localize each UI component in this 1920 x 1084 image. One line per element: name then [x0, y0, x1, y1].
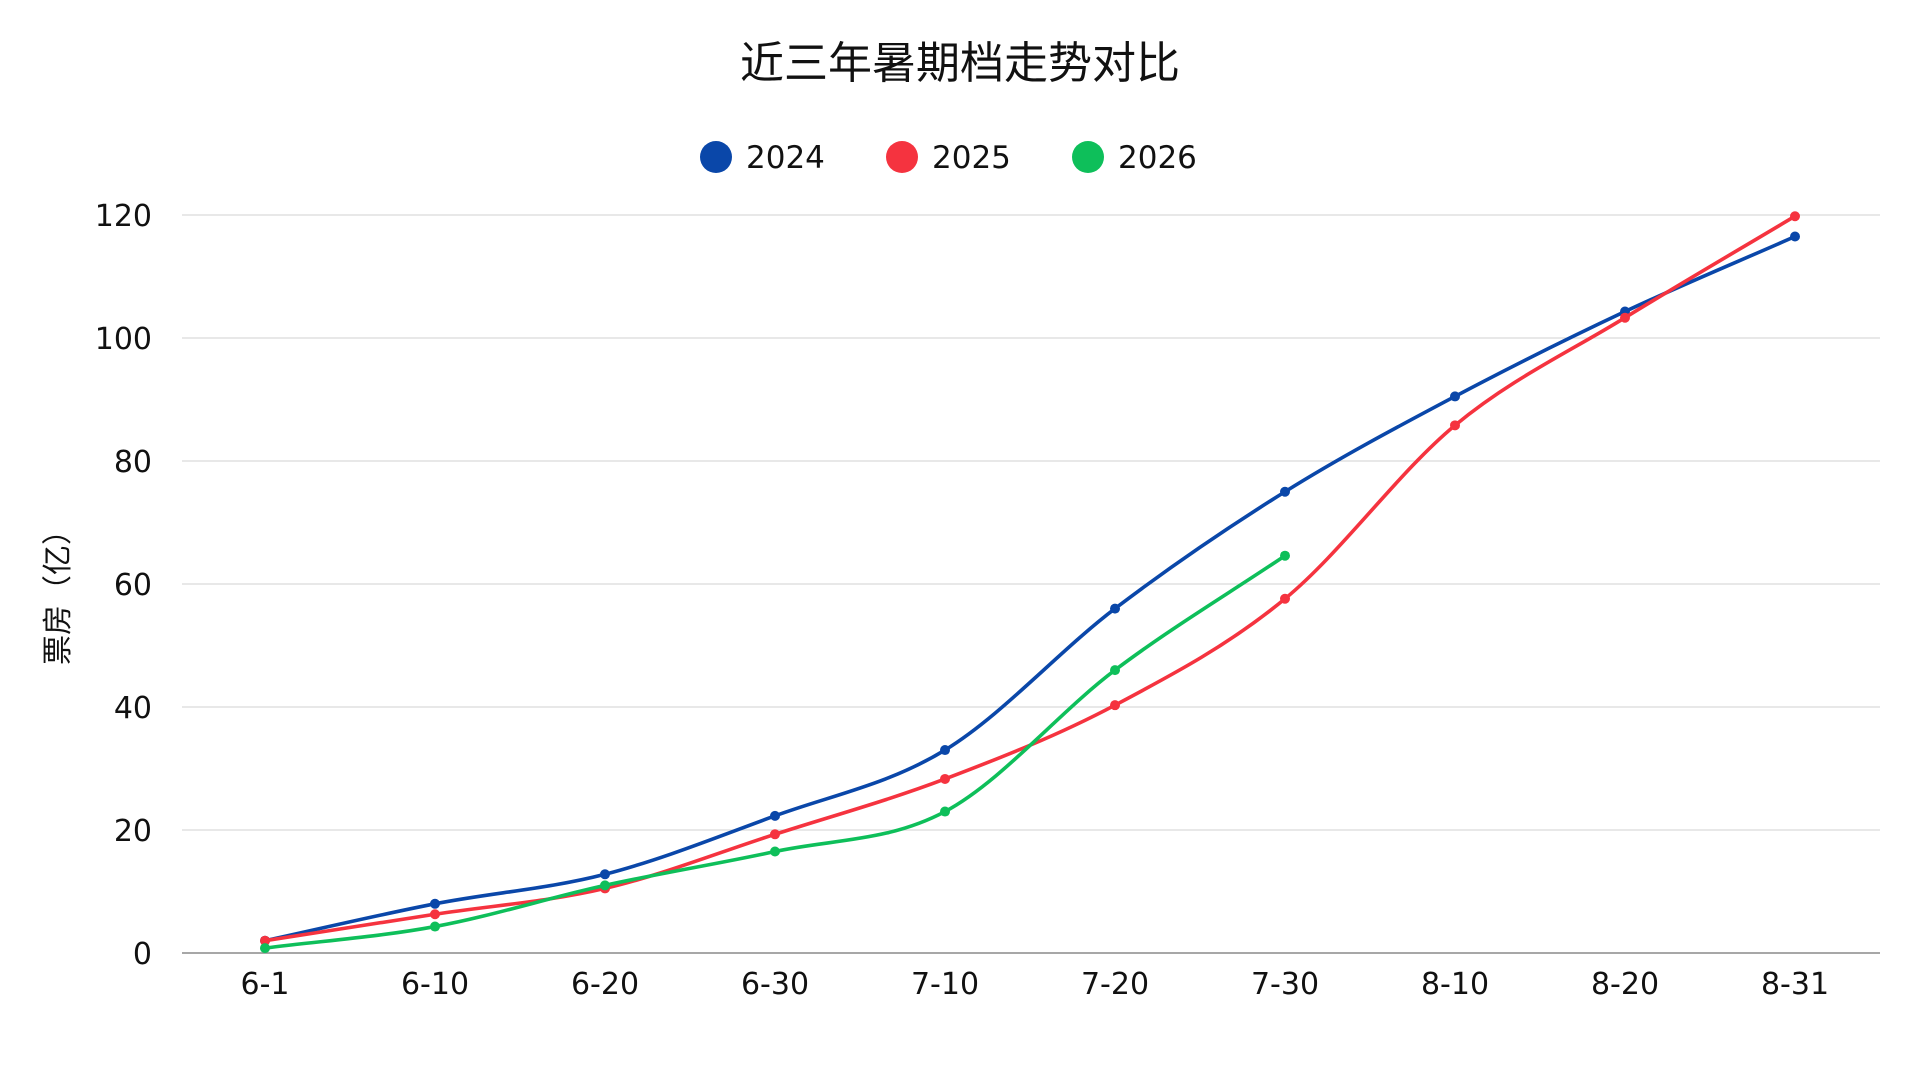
legend-item-2026[interactable]: 2026: [1072, 140, 1197, 176]
legend-label: 2024: [746, 140, 825, 176]
data-point-2026[interactable]: [1280, 550, 1290, 561]
legend: 2024 2025 2026: [700, 140, 1197, 176]
x-tick-label: 6-10: [401, 967, 469, 1002]
y-tick-label: 20: [114, 814, 152, 849]
data-point-2024[interactable]: [1110, 603, 1120, 614]
y-axis: 0 20 40 60 80 100 120: [95, 199, 152, 972]
series-line-2025: [263, 214, 1797, 943]
data-point-2024[interactable]: [1790, 231, 1800, 242]
data-point-2026[interactable]: [260, 943, 270, 954]
data-point-2024[interactable]: [1280, 486, 1290, 497]
x-tick-label: 7-30: [1251, 967, 1319, 1002]
x-tick-label: 7-10: [911, 967, 979, 1002]
data-point-2024[interactable]: [430, 898, 440, 909]
data-point-2026[interactable]: [940, 806, 950, 817]
x-tick-label: 8-10: [1421, 967, 1489, 1002]
data-point-2025[interactable]: [1110, 700, 1120, 711]
data-point-2025[interactable]: [260, 935, 270, 946]
y-tick-label: 40: [114, 691, 152, 726]
x-tick-label: 7-20: [1081, 967, 1149, 1002]
data-point-2025[interactable]: [770, 829, 780, 840]
series-2024: [260, 231, 1800, 946]
series-line-2024: [263, 234, 1797, 943]
x-tick-label: 8-20: [1591, 967, 1659, 1002]
y-tick-label: 60: [114, 568, 152, 603]
data-point-2026[interactable]: [430, 921, 440, 932]
legend-label: 2026: [1118, 140, 1197, 176]
y-tick-label: 0: [133, 937, 152, 972]
y-tick-label: 80: [114, 445, 152, 480]
gridlines: [182, 214, 1880, 954]
y-axis-label: 票房（亿）: [41, 515, 76, 665]
data-point-2025[interactable]: [1280, 593, 1290, 604]
data-point-2024[interactable]: [770, 810, 780, 821]
x-tick-label: 6-20: [571, 967, 639, 1002]
data-point-2024[interactable]: [940, 745, 950, 756]
chart-title: 近三年暑期档走势对比: [740, 38, 1180, 89]
legend-marker: [700, 141, 732, 173]
x-tick-label: 8-31: [1761, 967, 1829, 1002]
x-tick-label: 6-30: [741, 967, 809, 1002]
data-point-2024[interactable]: [1450, 391, 1460, 402]
legend-marker: [1072, 141, 1104, 173]
x-tick-label: 6-1: [241, 967, 290, 1002]
series-line-2026: [263, 553, 1287, 950]
y-tick-label: 120: [95, 199, 152, 234]
data-point-2025[interactable]: [1790, 211, 1800, 222]
series-layer: [260, 211, 1800, 954]
series-2025: [260, 211, 1800, 946]
data-point-2026[interactable]: [600, 880, 610, 891]
data-point-2024[interactable]: [600, 869, 610, 880]
data-point-2026[interactable]: [1110, 665, 1120, 676]
legend-label: 2025: [932, 140, 1011, 176]
legend-item-2024[interactable]: 2024: [700, 140, 825, 176]
legend-item-2025[interactable]: 2025: [886, 140, 1011, 176]
x-axis: 6-1 6-10 6-20 6-30 7-10 7-20 7-30 8-10 8-20 8-31: [241, 967, 1830, 1002]
legend-marker: [886, 141, 918, 173]
series-2026: [260, 550, 1290, 954]
data-point-2025[interactable]: [940, 773, 950, 784]
data-point-2025[interactable]: [1620, 312, 1630, 323]
data-point-2025[interactable]: [430, 909, 440, 920]
data-point-2026[interactable]: [770, 846, 780, 857]
y-tick-label: 100: [95, 322, 152, 357]
data-point-2025[interactable]: [1450, 420, 1460, 431]
